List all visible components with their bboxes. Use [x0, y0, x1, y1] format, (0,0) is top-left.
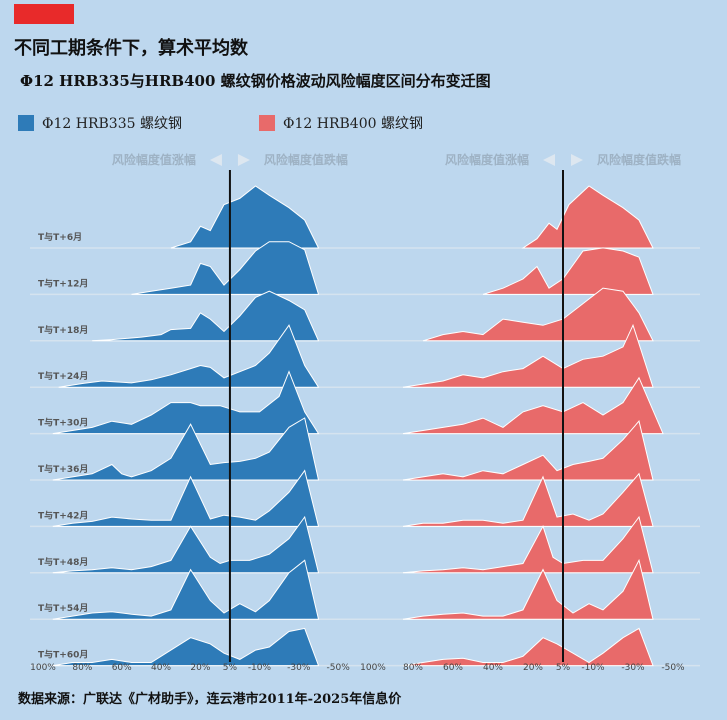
- row-label: T与T+36月: [38, 463, 88, 475]
- ridge-hrb335: [170, 185, 320, 249]
- ridge-hrb335: [52, 417, 320, 481]
- arrow-left-icon: [543, 154, 555, 166]
- ridge-hrb335: [131, 241, 320, 295]
- x-tick-label: 80%: [72, 663, 92, 673]
- ridge-hrb400: [402, 420, 654, 481]
- x-tick-label: 60%: [112, 663, 132, 673]
- ridge-hrb400: [402, 472, 654, 527]
- x-tick-label: 60%: [443, 663, 463, 673]
- data-source: 数据来源：广联达《广材助手》，连云港市2011年-2025年信息价: [18, 692, 402, 707]
- x-tick-label: -50%: [327, 663, 351, 673]
- row-label: T与T+12月: [38, 277, 88, 289]
- ridge-hrb335: [92, 290, 320, 342]
- row-label: T与T+42月: [38, 509, 88, 521]
- ridge-hrb335: [52, 559, 320, 620]
- annotation-fall: 风险幅度值跌幅: [264, 152, 348, 167]
- ridge-hrb335: [52, 627, 320, 667]
- x-tick-label: -10%: [581, 663, 605, 673]
- ridge-hrb335: [58, 324, 320, 388]
- annotation-rise: 风险幅度值涨幅: [445, 152, 529, 167]
- row-label: T与T+6月: [38, 231, 82, 243]
- arrow-left-icon: [209, 154, 222, 166]
- ridge-hrb400: [422, 287, 654, 342]
- page-title: 不同工期条件下，算术平均数: [14, 38, 248, 59]
- annotation-rise: 风险幅度值涨幅: [112, 152, 196, 167]
- x-tick-label: 80%: [403, 663, 423, 673]
- row-label: T与T+54月: [38, 602, 88, 614]
- ridge-hrb400: [521, 185, 654, 249]
- row-label: T与T+30月: [38, 417, 88, 429]
- arrow-right-icon: [237, 154, 250, 166]
- legend-swatch-hrb400: [259, 115, 275, 131]
- ridge-hrb400: [402, 515, 654, 574]
- arrow-right-icon: [571, 154, 583, 166]
- row-label: T与T+60月: [38, 649, 88, 661]
- x-tick-label: 100%: [360, 663, 386, 673]
- row-label: T与T+24月: [38, 370, 88, 382]
- annotation-fall: 风险幅度值跌幅: [597, 152, 681, 167]
- ridge-hrb400: [402, 627, 654, 667]
- chart-title: Φ12 HRB335与HRB400 螺纹钢价格波动风险幅度区间分布变迁图: [20, 72, 491, 90]
- row-label: T与T+18月: [38, 324, 88, 336]
- x-tick-label: -30%: [287, 663, 311, 673]
- ridge-hrb400: [402, 558, 654, 620]
- legend-label-hrb335: Φ12 HRB335 螺纹钢: [42, 116, 182, 132]
- ridge-hrb335: [52, 515, 320, 574]
- x-tick-label: 5%: [556, 663, 571, 673]
- x-tick-label: -50%: [661, 663, 685, 673]
- x-tick-label: 40%: [151, 663, 171, 673]
- legend-label-hrb400: Φ12 HRB400 螺纹钢: [283, 116, 423, 132]
- x-tick-label: 40%: [483, 663, 503, 673]
- accent-bar: [14, 4, 74, 24]
- row-label: T与T+48月: [38, 556, 88, 568]
- ridge-hrb400: [402, 376, 664, 435]
- ridge-hrb335: [52, 370, 320, 435]
- legend-swatch-hrb335: [18, 115, 34, 131]
- x-tick-label: 5%: [223, 663, 238, 673]
- x-tick-label: -30%: [621, 663, 645, 673]
- x-tick-label: -10%: [248, 663, 272, 673]
- ridge-hrb335: [52, 469, 320, 527]
- legend-item-hrb400: Φ12 HRB400 螺纹钢: [259, 114, 423, 132]
- x-tick-label: 20%: [523, 663, 543, 673]
- legend-item-hrb335: Φ12 HRB335 螺纹钢: [18, 114, 182, 132]
- ridge-hrb400: [402, 323, 654, 388]
- x-tick-label: 100%: [30, 663, 56, 673]
- x-tick-label: 20%: [190, 663, 210, 673]
- ridge-hrb400: [482, 247, 654, 295]
